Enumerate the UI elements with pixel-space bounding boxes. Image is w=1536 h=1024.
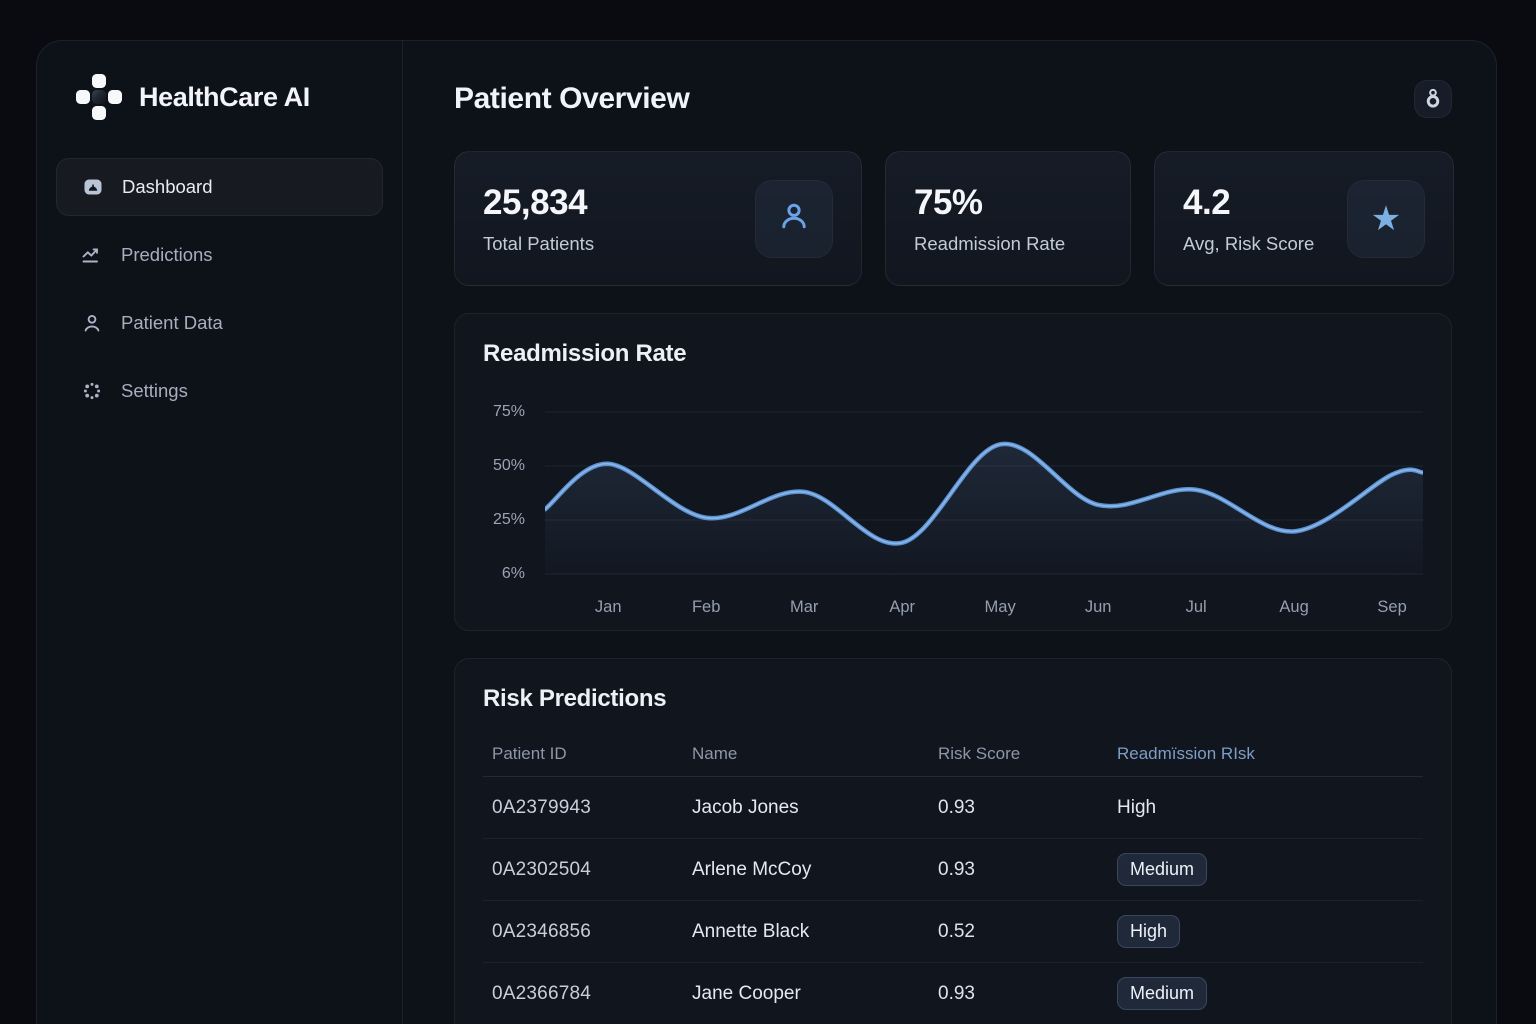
sidebar-item-patient-data[interactable]: Patient Data	[56, 294, 383, 352]
x-axis-tick: Aug	[1279, 598, 1309, 616]
x-axis-tick: Sep	[1377, 598, 1407, 616]
sidebar-item-label: Settings	[121, 380, 188, 401]
id-cell: 0A2346856	[492, 920, 592, 942]
x-axis-tick: Jan	[594, 598, 622, 616]
dots-icon	[80, 379, 104, 403]
line-chart-svg	[545, 411, 1423, 575]
score-cell: 0.93	[938, 982, 975, 1004]
readmission-chart-card: Readmission Rate 75% 50% 25% 6%	[454, 313, 1452, 631]
column-header-patient-id[interactable]: Patient ID	[492, 743, 567, 763]
sidebar-item-dashboard[interactable]: Dashboard	[56, 158, 383, 216]
y-axis-tick: 50%	[492, 457, 525, 474]
trend-icon	[80, 243, 104, 267]
name-cell: Annette Black	[692, 920, 810, 942]
stat-value: 25,834	[483, 182, 588, 222]
stat-label: Total Patients	[483, 232, 595, 254]
risk-predictions-table: Patient ID Name Risk Score Readmïssion RIsk…	[483, 731, 1423, 1024]
chart-y-axis: 75% 50% 25% 6%	[483, 394, 545, 586]
y-axis-tick: 25%	[492, 511, 525, 528]
name-cell: Jane Cooper	[692, 982, 801, 1004]
y-axis-tick: 6%	[501, 565, 525, 582]
readmission-risk-cell: Medium	[1108, 977, 1423, 1010]
sidebar-item-label: Predictions	[121, 244, 213, 265]
app-window: HealthCare AI Dashboard Predictions Patien…	[36, 40, 1497, 1024]
stat-card-readmission-rate: 75% Readmission Rate	[885, 151, 1131, 286]
person-icon	[80, 311, 104, 335]
page-title: Patient Overview	[454, 82, 690, 115]
risk-badge: Medium	[1117, 853, 1208, 886]
stat-value: 75%	[914, 182, 983, 222]
table-row[interactable]: 0A2302504 Arlene McCoy 0.93 Medium	[483, 839, 1423, 901]
readmission-risk-cell: Medium	[1108, 853, 1423, 886]
main-content: Patient Overview 25,834 Total Patients 75%…	[403, 41, 1496, 1024]
sidebar: HealthCare AI Dashboard Predictions Patien…	[37, 41, 403, 1024]
x-axis-tick: Feb	[691, 598, 721, 616]
stat-label: Avg, Risk Score	[1183, 232, 1315, 254]
sidebar-item-predictions[interactable]: Predictions	[56, 226, 383, 284]
readmission-risk-cell: High	[1108, 797, 1423, 819]
patient-icon	[777, 199, 811, 238]
patient-icon-tile	[755, 179, 833, 258]
stats-row: 25,834 Total Patients 75% Readmission Rate 4…	[454, 151, 1454, 286]
table-title: Risk Predictions	[483, 685, 667, 712]
user-icon	[1422, 87, 1444, 112]
x-axis-tick: Mar	[789, 598, 819, 616]
x-axis-tick: Jul	[1185, 598, 1207, 616]
table-header-row: Patient ID Name Risk Score Readmïssion RIsk	[483, 731, 1423, 777]
stat-card-avg-risk-score: 4.2 Avg, Risk Score ★	[1154, 151, 1454, 286]
table-row[interactable]: 0A2379943 Jacob Jones 0.93 High	[483, 777, 1423, 839]
gauge-icon	[81, 175, 105, 199]
id-cell: 0A2379943	[492, 796, 592, 818]
readmission-risk-cell: High	[1108, 915, 1423, 948]
column-header-readmission-risk[interactable]: Readmïssion RIsk	[1117, 743, 1255, 763]
healthcare-cross-icon	[76, 74, 122, 120]
x-axis-tick: Apr	[889, 598, 915, 616]
name-cell: Jacob Jones	[692, 796, 799, 818]
brand-name: HealthCare AI	[139, 81, 310, 112]
star-icon: ★	[1370, 199, 1402, 238]
risk-badge: High	[1117, 915, 1181, 948]
column-header-name[interactable]: Name	[692, 743, 738, 763]
chart-plot-area	[545, 394, 1423, 586]
x-axis-tick: May	[984, 598, 1016, 616]
risk-predictions-card: Risk Predictions Patient ID Name Risk Scor…	[454, 658, 1452, 1024]
sidebar-item-settings[interactable]: Settings	[56, 362, 383, 420]
id-cell: 0A2302504	[492, 858, 592, 880]
sidebar-item-label: Patient Data	[121, 312, 223, 333]
table-body: 0A2379943 Jacob Jones 0.93 High 0A2302504 Arl…	[483, 777, 1423, 1024]
score-cell: 0.93	[938, 858, 975, 880]
table-row[interactable]: 0A2366784 Jane Cooper 0.93 Medium	[483, 963, 1423, 1024]
chart-title: Readmission Rate	[483, 340, 687, 367]
y-axis-tick: 75%	[492, 403, 525, 420]
column-header-risk-score[interactable]: Risk Score	[938, 743, 1021, 763]
sidebar-item-label: Dashboard	[122, 176, 213, 197]
name-cell: Arlene McCoy	[692, 858, 812, 880]
chart-x-axis: Jan Feb Mar Apr May Jun Jul Aug Sep	[545, 586, 1423, 632]
stat-card-total-patients: 25,834 Total Patients	[454, 151, 862, 286]
risk-badge: Medium	[1117, 977, 1208, 1010]
score-cell: 0.52	[938, 920, 975, 942]
risk-text: High	[1117, 796, 1157, 818]
stat-value: 4.2	[1183, 182, 1231, 222]
brand: HealthCare AI	[56, 74, 383, 120]
x-axis-tick: Jun	[1084, 598, 1112, 616]
stat-label: Readmission Rate	[914, 232, 1066, 254]
score-cell: 0.93	[938, 796, 975, 818]
star-icon-tile: ★	[1347, 179, 1425, 258]
chart: 75% 50% 25% 6%	[483, 394, 1423, 586]
table-row[interactable]: 0A2346856 Annette Black 0.52 High	[483, 901, 1423, 963]
id-cell: 0A2366784	[492, 982, 592, 1004]
user-avatar-button[interactable]	[1414, 80, 1452, 118]
sidebar-nav: Dashboard Predictions Patient Data Settings	[56, 158, 383, 420]
main-header: Patient Overview	[454, 77, 1452, 121]
